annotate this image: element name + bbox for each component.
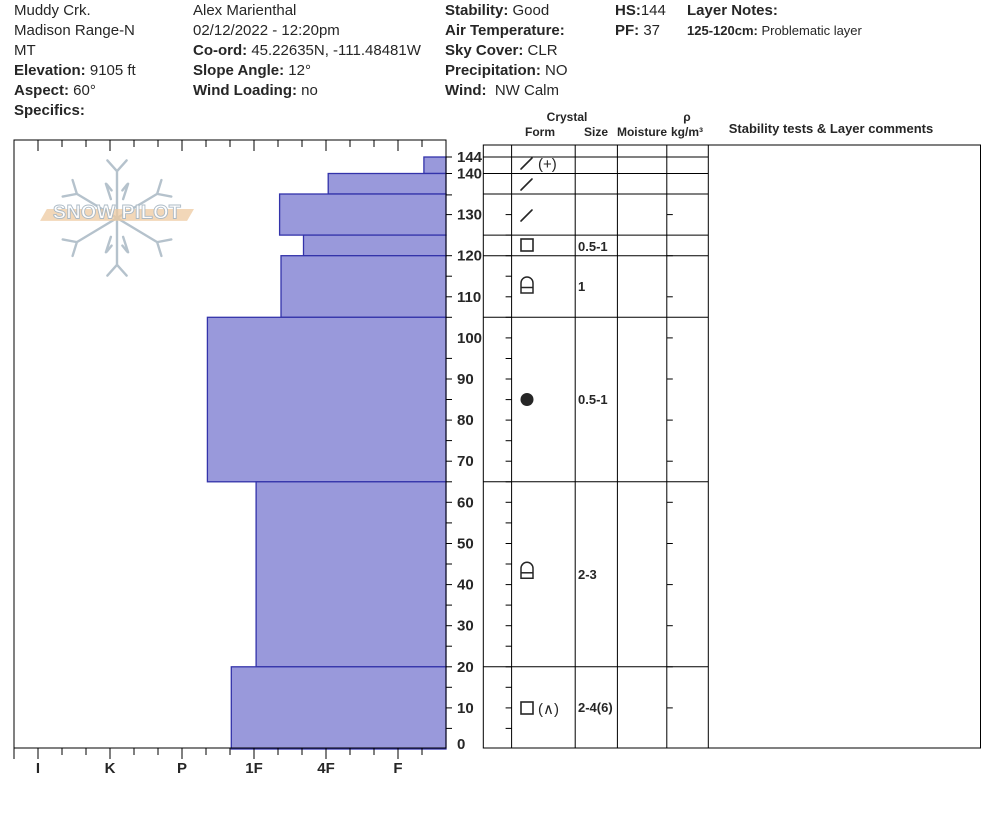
svg-text:kg/m³: kg/m³ [671,125,703,139]
svg-text:30: 30 [457,618,474,635]
svg-text:40: 40 [457,577,474,594]
svg-text:ρ: ρ [683,110,690,124]
svg-text:1: 1 [578,279,585,294]
svg-text:80: 80 [457,412,474,429]
svg-text:2-3: 2-3 [578,567,597,582]
svg-text:K: K [105,760,116,777]
svg-text:0.5-1: 0.5-1 [578,239,608,254]
svg-text:(+): (+) [538,156,557,173]
svg-text:70: 70 [457,453,474,470]
svg-text:144: 144 [457,149,483,166]
svg-text:50: 50 [457,536,474,553]
svg-text:90: 90 [457,371,474,388]
svg-text:110: 110 [457,289,481,306]
svg-text:(∧): (∧) [538,701,559,718]
svg-text:Moisture: Moisture [617,125,667,139]
svg-text:Size: Size [584,125,608,139]
svg-text:10: 10 [457,700,474,717]
svg-text:0.5-1: 0.5-1 [578,392,608,407]
svg-text:120: 120 [457,248,482,265]
svg-text:60: 60 [457,494,474,511]
svg-text:2-4(6): 2-4(6) [578,700,613,715]
svg-text:0: 0 [457,736,465,753]
svg-text:1F: 1F [245,760,263,777]
svg-text:4F: 4F [317,760,335,777]
svg-text:130: 130 [457,207,482,224]
svg-text:P: P [177,760,187,777]
svg-text:F: F [393,760,402,777]
svg-text:20: 20 [457,659,474,676]
svg-text:100: 100 [457,330,482,347]
svg-text:Stability tests & Layer commen: Stability tests & Layer comments [729,121,933,136]
svg-text:I: I [36,760,40,777]
svg-text:Crystal: Crystal [547,110,588,124]
svg-text:140: 140 [457,166,482,183]
svg-text:Form: Form [525,125,555,139]
